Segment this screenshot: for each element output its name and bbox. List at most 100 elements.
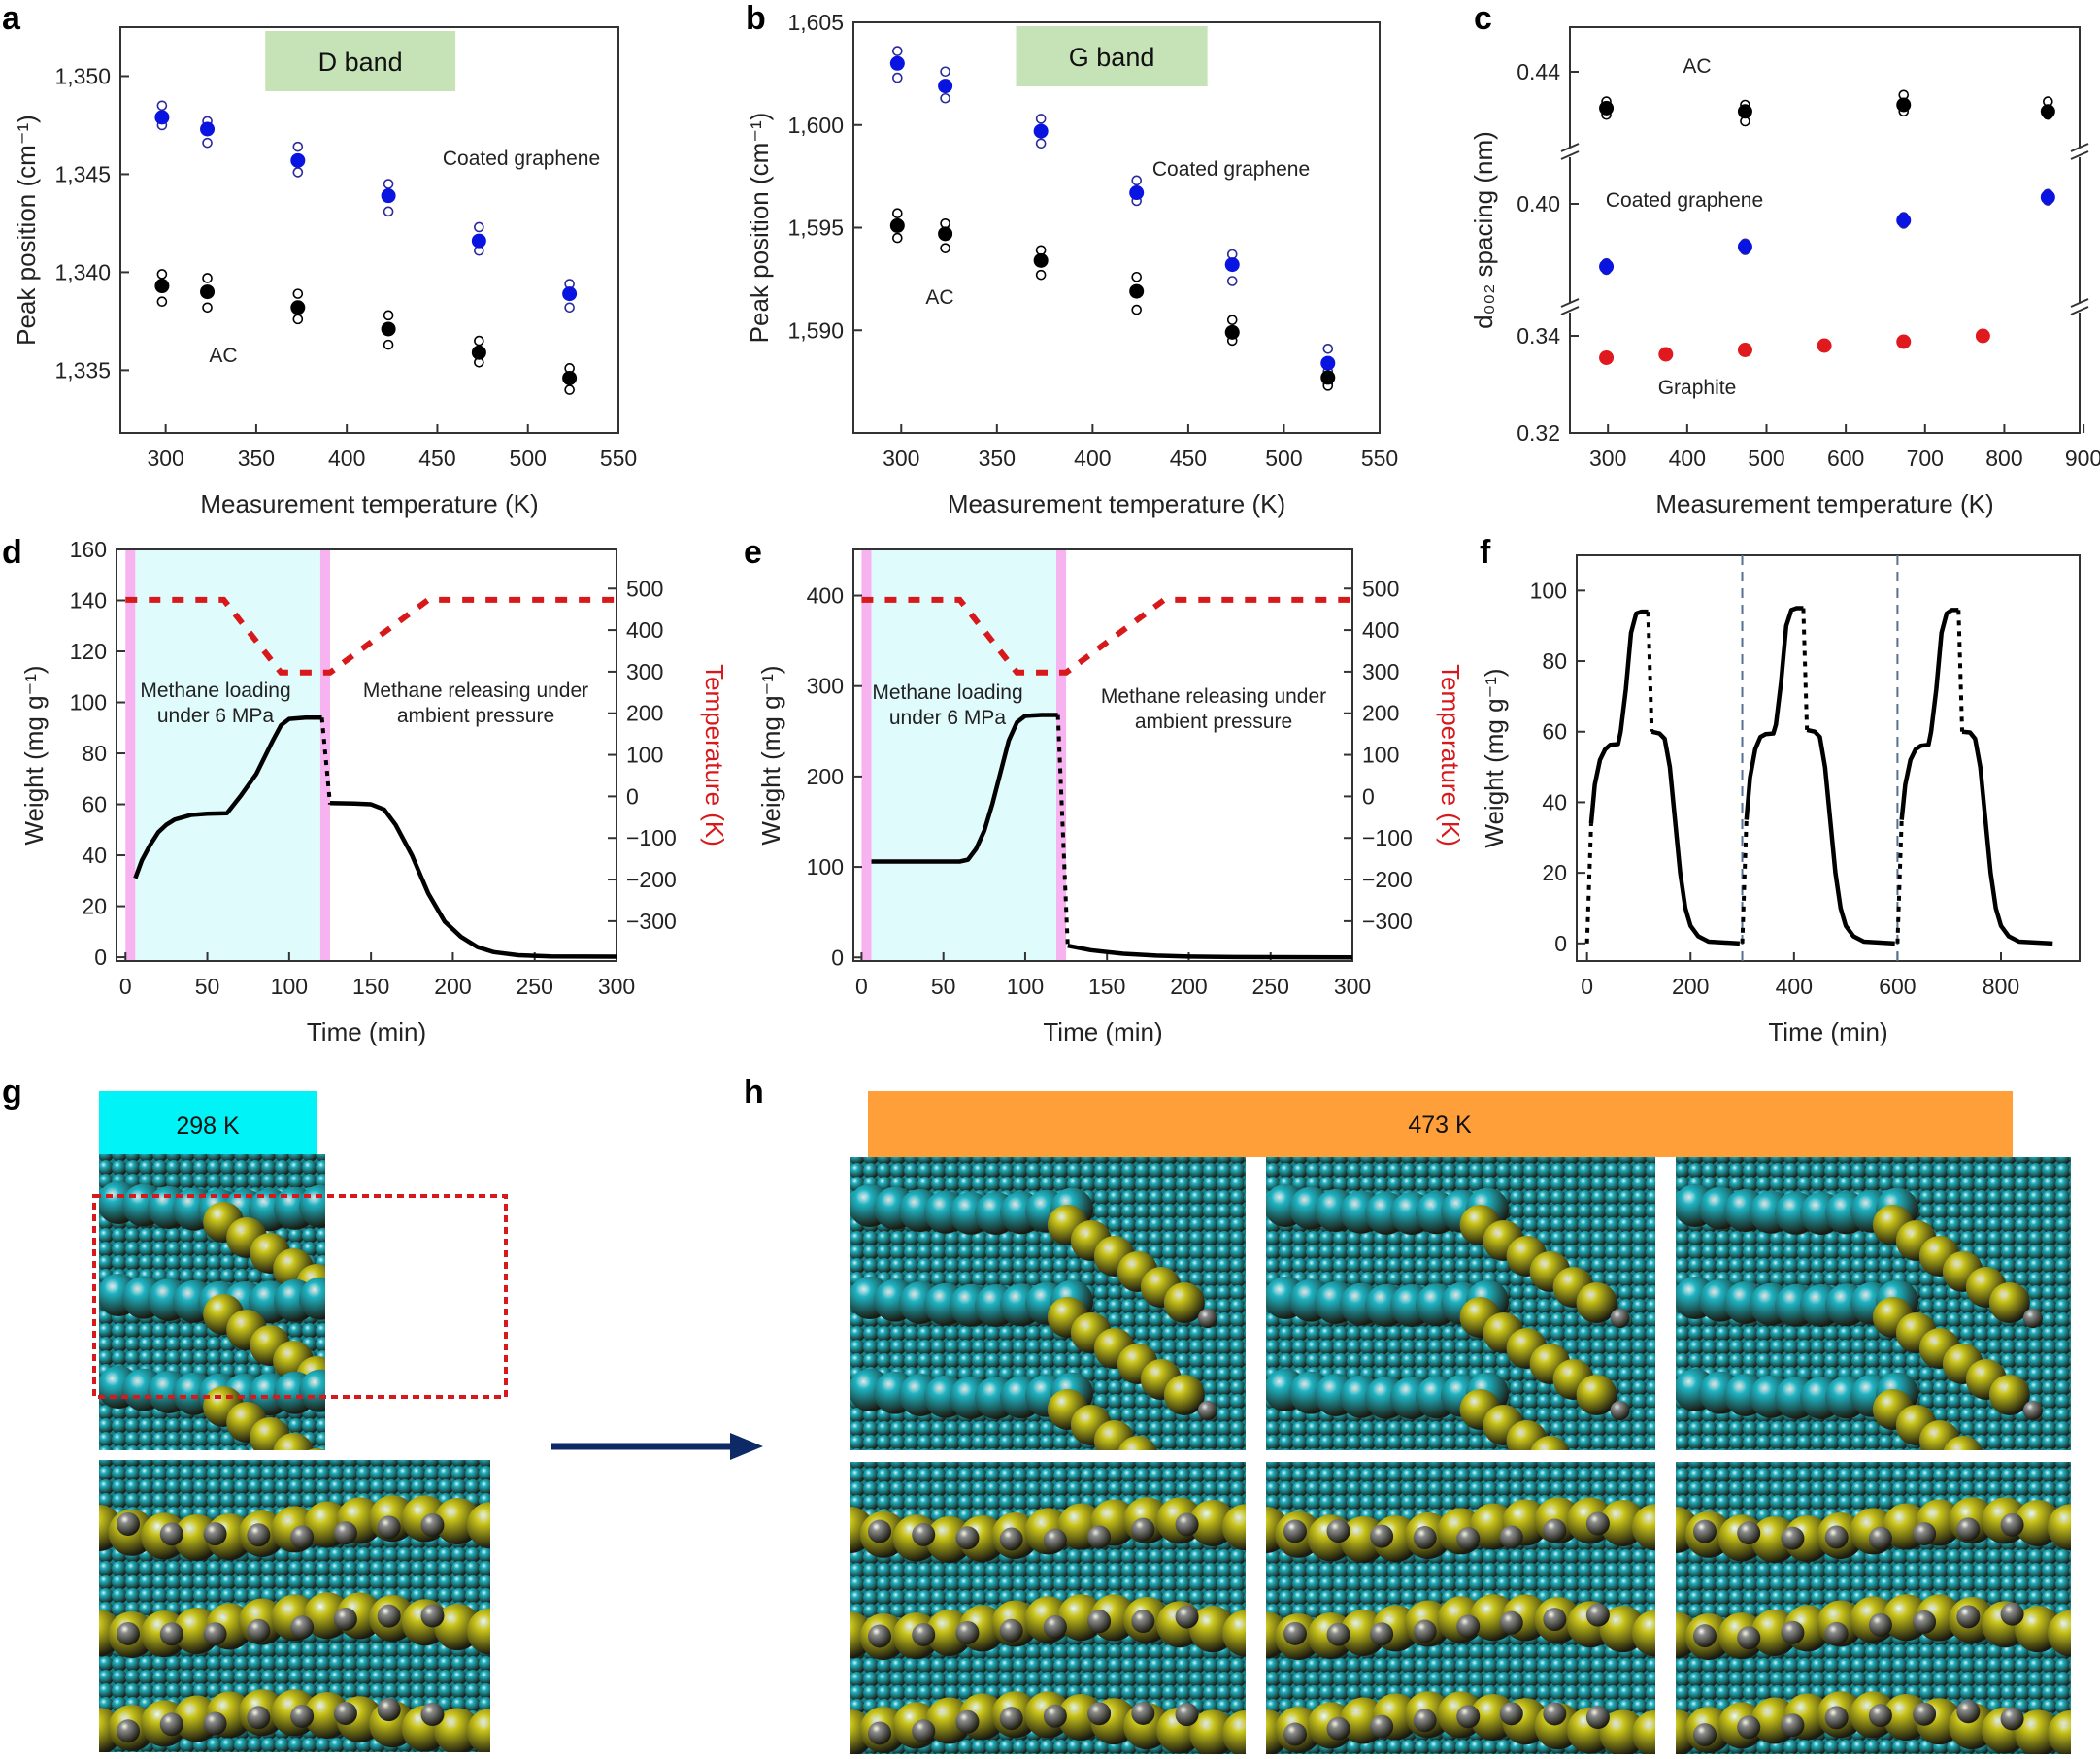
lattice-atom	[1646, 1272, 1655, 1287]
y-tick-label: 140	[70, 588, 107, 614]
lattice-atom	[999, 1740, 1015, 1754]
lattice-atom	[1013, 1462, 1028, 1470]
lattice-atom	[1428, 1672, 1444, 1687]
lattice-atom	[1797, 1163, 1813, 1178]
lattice-atom	[850, 1563, 865, 1578]
lattice-atom	[1469, 1740, 1484, 1754]
x-tick-label: 900	[2065, 446, 2100, 471]
lattice-atom	[302, 1493, 317, 1509]
lattice-atom	[1081, 1353, 1096, 1369]
lattice-atom	[1605, 1217, 1620, 1233]
lattice-atom	[958, 1231, 974, 1246]
lattice-atom	[1442, 1481, 1457, 1497]
lattice-atom	[1306, 1685, 1321, 1701]
lattice-atom	[1162, 1672, 1178, 1687]
lattice-atom	[220, 1466, 236, 1481]
x-tick-label: 50	[195, 974, 220, 999]
lattice-atom	[1374, 1468, 1389, 1483]
lattice-atom	[1892, 1163, 1908, 1178]
lattice-atom	[1040, 1157, 1055, 1165]
lattice-atom	[1646, 1299, 1655, 1314]
lattice-atom	[1865, 1163, 1881, 1178]
lattice-atom	[1374, 1245, 1389, 1260]
axis-break-gap	[1562, 148, 1578, 157]
lattice-atom	[917, 1462, 933, 1470]
lattice-atom	[1564, 1157, 1580, 1165]
lattice-atom	[302, 1656, 317, 1672]
lattice-atom	[207, 1445, 222, 1450]
lattice-atom	[1455, 1435, 1471, 1450]
lattice-atom	[1279, 1231, 1294, 1246]
lattice-atom	[1824, 1157, 1840, 1165]
lattice-atom	[1026, 1468, 1042, 1483]
lattice-atom	[1364, 1753, 1372, 1754]
lattice-atom	[863, 1672, 879, 1687]
mean-point	[1896, 334, 1912, 349]
lattice-atom	[139, 1160, 154, 1176]
y-tick-label: 20	[82, 894, 107, 919]
lattice-atom	[1510, 1177, 1525, 1192]
x-tick-label: 400	[328, 446, 365, 471]
lattice-atom	[1347, 1468, 1362, 1483]
mean-point	[938, 226, 953, 242]
lattice-atom	[1094, 1285, 1110, 1301]
lattice-atom	[234, 1154, 250, 1162]
lattice-atom	[945, 1435, 960, 1450]
lattice-atom	[1319, 1245, 1335, 1260]
lattice-atom	[112, 1561, 127, 1576]
cycle-release-line	[1961, 729, 2053, 946]
lattice-atom	[1676, 1231, 1690, 1246]
lattice-atom	[2015, 1272, 2030, 1287]
lattice-atom	[1550, 1408, 1566, 1423]
lattice-atom	[972, 1590, 987, 1606]
lattice-atom	[1387, 1258, 1403, 1274]
lattice-atom	[152, 1418, 168, 1434]
lattice-atom	[1428, 1421, 1444, 1437]
lattice-atom	[1217, 1685, 1232, 1701]
lattice-atom	[275, 1547, 290, 1563]
lattice-atom	[1947, 1217, 1962, 1233]
lattice-atom	[1564, 1644, 1580, 1660]
lattice-atom	[1756, 1326, 1772, 1342]
lattice-atom	[1455, 1576, 1471, 1592]
lattice-atom	[288, 1493, 304, 1509]
lattice-atom	[1838, 1231, 1853, 1246]
lattice-atom	[207, 1255, 222, 1271]
lattice-atom	[2028, 1157, 2044, 1165]
axis-break-mark	[1560, 150, 1580, 160]
lattice-atom	[1783, 1157, 1799, 1165]
lattice-atom	[1387, 1576, 1403, 1592]
lattice-atom	[112, 1466, 127, 1481]
lattice-atom	[1387, 1740, 1403, 1754]
lattice-atom	[1510, 1462, 1525, 1470]
lattice-atom	[234, 1255, 250, 1271]
mean-point	[381, 321, 396, 337]
lattice-atom	[1415, 1462, 1430, 1470]
lattice-atom	[112, 1405, 127, 1420]
lattice-atom	[1483, 1481, 1498, 1497]
lattice-atom	[1523, 1204, 1539, 1219]
lattice-atom	[1217, 1672, 1232, 1687]
lattice-atom	[1279, 1421, 1294, 1437]
lattice-atom	[931, 1481, 947, 1497]
lattice-atom	[1108, 1299, 1123, 1314]
lattice-atom	[1230, 1435, 1246, 1450]
lattice-atom	[851, 1448, 863, 1450]
lattice-atom	[1564, 1672, 1580, 1687]
lattice-atom	[958, 1495, 974, 1510]
mean-point	[1599, 100, 1615, 116]
lattice-atom	[1217, 1299, 1232, 1314]
lattice-atom	[1618, 1590, 1634, 1606]
lattice-atom	[1743, 1157, 1758, 1165]
lattice-atom	[1360, 1590, 1376, 1606]
lattice-atom	[492, 1534, 508, 1549]
lattice-atom	[1947, 1177, 1962, 1192]
lattice-atom	[1879, 1157, 1894, 1165]
lattice-atom	[1149, 1408, 1164, 1423]
lattice-atom	[1455, 1468, 1471, 1483]
lattice-atom	[863, 1685, 879, 1701]
lattice-atom	[919, 1448, 931, 1450]
lattice-atom	[1496, 1163, 1512, 1178]
y-tick-label: 0	[94, 945, 107, 970]
lattice-atom	[1149, 1204, 1164, 1219]
